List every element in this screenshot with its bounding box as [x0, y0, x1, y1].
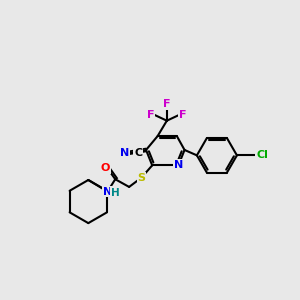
- Text: O: O: [100, 163, 110, 173]
- Text: N: N: [103, 187, 112, 196]
- Text: N: N: [120, 148, 129, 158]
- Text: S: S: [137, 173, 146, 183]
- Text: F: F: [179, 110, 187, 119]
- Text: C: C: [134, 148, 142, 158]
- Text: N: N: [174, 160, 183, 170]
- Text: Cl: Cl: [256, 150, 268, 160]
- Text: F: F: [147, 110, 154, 119]
- Text: F: F: [163, 99, 171, 109]
- Text: H: H: [111, 188, 120, 198]
